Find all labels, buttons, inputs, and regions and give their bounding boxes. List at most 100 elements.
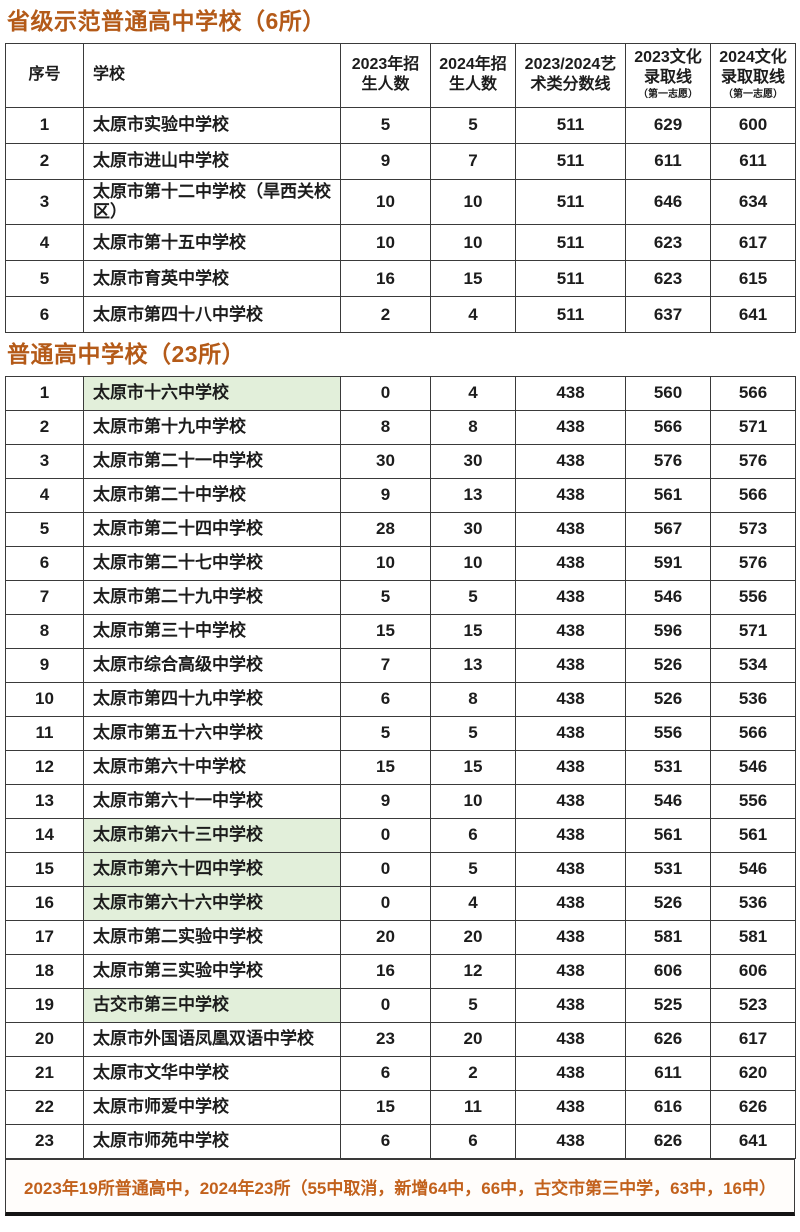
- cell-art-line: 438: [515, 1089, 626, 1125]
- cell-school: 太原市第二十七中学校: [83, 545, 341, 581]
- table-row: 23 太原市师苑中学校 6 6 438 626 641: [5, 1123, 796, 1159]
- cell-enroll-2024: 5: [430, 851, 516, 887]
- section-title-demonstration-schools: 省级示范普通高中学校（6所）: [7, 8, 326, 34]
- table-row: 4 太原市第二十中学校 9 13 438 561 566: [5, 477, 796, 513]
- cell-enroll-2024: 30: [430, 443, 516, 479]
- cell-art-line: 438: [515, 545, 626, 581]
- cell-enroll-2023: 0: [340, 851, 431, 887]
- cell-cut-2023: 611: [625, 1055, 711, 1091]
- cell-enroll-2023: 0: [340, 885, 431, 921]
- cell-cut-2024: 536: [710, 681, 796, 717]
- cell-cut-2023: 596: [625, 613, 711, 649]
- cell-enroll-2024: 5: [430, 579, 516, 615]
- cell-enroll-2024: 20: [430, 919, 516, 955]
- cell-index: 10: [5, 681, 84, 717]
- cell-art-line: 511: [515, 106, 626, 144]
- cell-cut-2023: 646: [625, 178, 711, 226]
- cell-art-line: 438: [515, 987, 626, 1023]
- cell-school: 太原市育英中学校: [83, 260, 341, 298]
- cell-cut-2023: 637: [625, 296, 711, 334]
- cell-cut-2024: 573: [710, 511, 796, 547]
- table-row: 2 太原市第十九中学校 8 8 438 566 571: [5, 409, 796, 445]
- cell-index: 3: [5, 443, 84, 479]
- cell-index: 5: [5, 260, 84, 298]
- cell-art-line: 438: [515, 613, 626, 649]
- table-row: 19 古交市第三中学校 0 5 438 525 523: [5, 987, 796, 1023]
- cell-enroll-2023: 30: [340, 443, 431, 479]
- cell-art-line: 438: [515, 851, 626, 887]
- cell-index: 5: [5, 511, 84, 547]
- cell-index: 1: [5, 375, 84, 411]
- table-row: 20 太原市外国语凤凰双语中学校 23 20 438 626 617: [5, 1021, 796, 1057]
- cell-cut-2023: 616: [625, 1089, 711, 1125]
- cell-cut-2024: 576: [710, 545, 796, 581]
- table-row: 11 太原市第五十六中学校 5 5 438 556 566: [5, 715, 796, 751]
- cell-cut-2024: 617: [710, 224, 796, 262]
- cell-cut-2024: 523: [710, 987, 796, 1023]
- cell-art-line: 438: [515, 477, 626, 513]
- cell-cut-2023: 531: [625, 749, 711, 785]
- cell-enroll-2024: 8: [430, 409, 516, 445]
- cell-enroll-2024: 8: [430, 681, 516, 717]
- cell-enroll-2024: 4: [430, 375, 516, 411]
- cell-enroll-2023: 16: [340, 953, 431, 989]
- cell-cut-2023: 626: [625, 1123, 711, 1159]
- cell-cut-2023: 576: [625, 443, 711, 479]
- cell-index: 20: [5, 1021, 84, 1057]
- cell-art-line: 438: [515, 953, 626, 989]
- cell-school: 太原市第十九中学校: [83, 409, 341, 445]
- cell-school: 太原市外国语凤凰双语中学校: [83, 1021, 341, 1057]
- cell-art-line: 438: [515, 715, 626, 751]
- cell-cut-2023: 531: [625, 851, 711, 887]
- table-header-row: 序号 学校 2023年招生人数 2024年招生人数 2023/2024艺术类分数…: [5, 42, 796, 108]
- cell-cut-2023: 525: [625, 987, 711, 1023]
- table-row: 21 太原市文华中学校 6 2 438 611 620: [5, 1055, 796, 1091]
- table-row: 22 太原市师爱中学校 15 11 438 616 626: [5, 1089, 796, 1125]
- cell-school: 太原市文华中学校: [83, 1055, 341, 1091]
- cell-cut-2023: 526: [625, 885, 711, 921]
- cell-cut-2024: 566: [710, 477, 796, 513]
- cell-enroll-2023: 0: [340, 817, 431, 853]
- cell-school: 太原市第六十中学校: [83, 749, 341, 785]
- cell-school: 太原市第六十四中学校: [83, 851, 341, 887]
- cell-enroll-2023: 10: [340, 178, 431, 226]
- table-row: 10 太原市第四十九中学校 6 8 438 526 536: [5, 681, 796, 717]
- cell-enroll-2023: 0: [340, 987, 431, 1023]
- cell-enroll-2023: 15: [340, 613, 431, 649]
- cell-enroll-2023: 9: [340, 477, 431, 513]
- cell-enroll-2023: 15: [340, 1089, 431, 1125]
- cell-school: 太原市十六中学校: [83, 375, 341, 411]
- cell-cut-2024: 626: [710, 1089, 796, 1125]
- cell-enroll-2023: 23: [340, 1021, 431, 1057]
- cell-cut-2024: 546: [710, 851, 796, 887]
- cell-school: 太原市师苑中学校: [83, 1123, 341, 1159]
- cell-index: 4: [5, 224, 84, 262]
- cell-cut-2024: 606: [710, 953, 796, 989]
- cell-school: 太原市第二十一中学校: [83, 443, 341, 479]
- cell-cut-2023: 526: [625, 647, 711, 683]
- cell-school: 太原市第六十一中学校: [83, 783, 341, 819]
- cell-index: 3: [5, 178, 84, 226]
- cell-school: 太原市第二十四中学校: [83, 511, 341, 547]
- header-art-line: 2023/2024艺术类分数线: [515, 42, 626, 108]
- cell-index: 11: [5, 715, 84, 751]
- table-row: 15 太原市第六十四中学校 0 5 438 531 546: [5, 851, 796, 887]
- cell-cut-2024: 546: [710, 749, 796, 785]
- cell-enroll-2024: 15: [430, 260, 516, 298]
- cell-cut-2024: 641: [710, 1123, 796, 1159]
- cell-enroll-2024: 10: [430, 783, 516, 819]
- cell-cut-2023: 556: [625, 715, 711, 751]
- cell-art-line: 438: [515, 647, 626, 683]
- cell-cut-2023: 567: [625, 511, 711, 547]
- demonstration-schools-table: 序号 学校 2023年招生人数 2024年招生人数 2023/2024艺术类分数…: [5, 42, 796, 334]
- cell-index: 7: [5, 579, 84, 615]
- cell-cut-2023: 566: [625, 409, 711, 445]
- cell-index: 1: [5, 106, 84, 144]
- cell-enroll-2024: 6: [430, 1123, 516, 1159]
- cell-enroll-2023: 8: [340, 409, 431, 445]
- cell-index: 23: [5, 1123, 84, 1159]
- table-row: 6 太原市第四十八中学校 2 4 511 637 641: [5, 296, 796, 334]
- cell-enroll-2024: 10: [430, 178, 516, 226]
- cell-enroll-2023: 6: [340, 1055, 431, 1091]
- table-row: 8 太原市第三十中学校 15 15 438 596 571: [5, 613, 796, 649]
